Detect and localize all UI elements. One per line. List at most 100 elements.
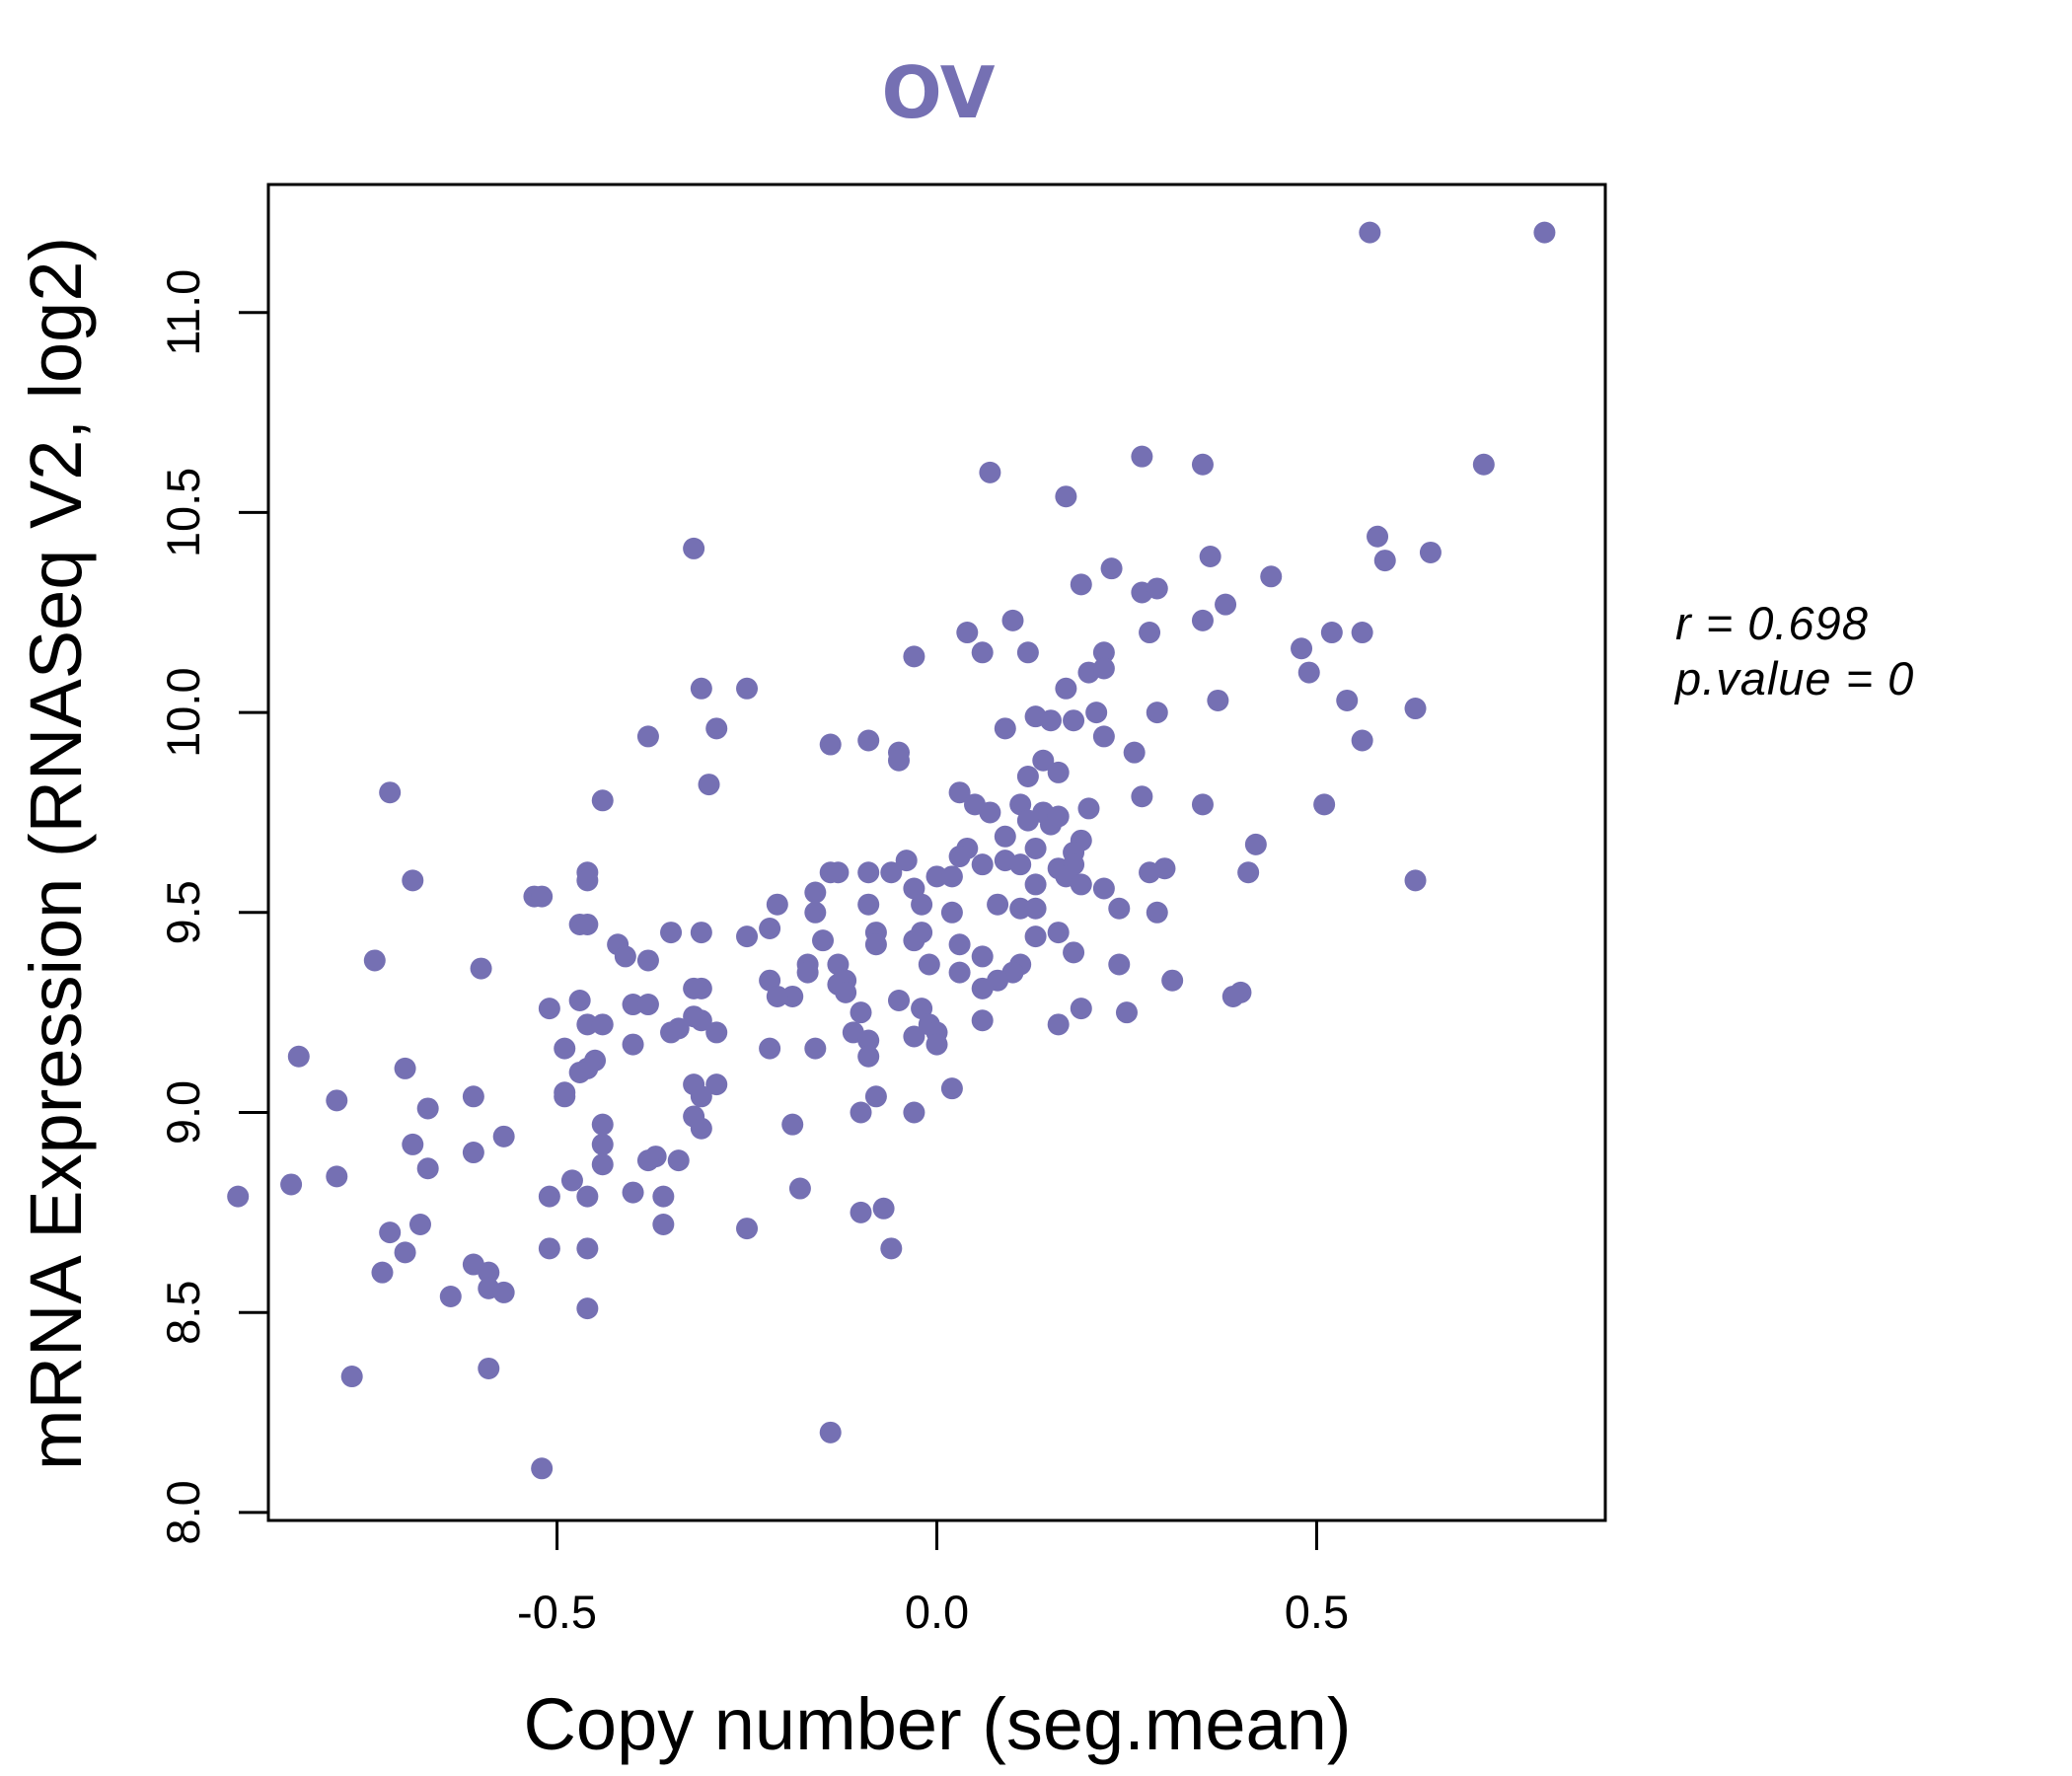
data-point [1092, 641, 1115, 664]
data-point [394, 1241, 416, 1264]
x-tick-label: -0.5 [517, 1586, 597, 1638]
data-point [538, 998, 560, 1020]
data-point [987, 893, 1009, 916]
data-point [819, 1421, 842, 1443]
data-point [1024, 873, 1047, 896]
x-axis-label: Copy number (seg.mean) [523, 1683, 1351, 1765]
y-axis-label: mRNA Expression (RNASeq V2, log2) [15, 237, 97, 1470]
correlation-label: r = 0.698 [1675, 597, 1869, 649]
data-point [576, 1013, 599, 1036]
data-point [766, 985, 788, 1007]
plot-frame [266, 183, 1607, 1522]
data-point [880, 861, 903, 884]
data-point [903, 1101, 925, 1124]
data-point [1139, 861, 1161, 884]
data-point [538, 1237, 560, 1260]
data-point [948, 846, 971, 868]
data-point [1092, 725, 1115, 748]
data-point [880, 1237, 903, 1260]
data-point [759, 918, 781, 940]
data-point [971, 977, 994, 999]
y-tick-label: 9.0 [157, 1080, 209, 1145]
data-points [227, 221, 1556, 1480]
data-point [857, 893, 880, 916]
data-point [903, 929, 925, 952]
data-point [736, 925, 759, 948]
data-point [827, 861, 850, 884]
data-point [1063, 709, 1085, 732]
data-point [1336, 689, 1359, 711]
data-point [636, 994, 659, 1016]
data-point [576, 1297, 599, 1320]
data-point [683, 977, 705, 999]
data-point [287, 1045, 310, 1068]
data-point [925, 865, 948, 888]
data-point [1092, 877, 1115, 900]
data-point [948, 933, 971, 956]
data-point [705, 717, 728, 740]
data-point [781, 1113, 804, 1136]
data-point [576, 1237, 599, 1260]
data-point [1367, 525, 1389, 548]
data-point [379, 1221, 402, 1244]
data-point [705, 1073, 728, 1096]
data-point [576, 1185, 599, 1208]
data-point [857, 729, 880, 752]
data-point [402, 1133, 424, 1155]
data-point [1024, 897, 1047, 920]
data-point [1221, 985, 1244, 1007]
data-point [1047, 1013, 1070, 1036]
data-point [652, 1214, 675, 1236]
data-point [568, 989, 591, 1011]
data-point [1077, 797, 1100, 820]
data-point [394, 1057, 416, 1079]
y-tick-label: 8.0 [157, 1480, 209, 1544]
data-point [1320, 622, 1343, 644]
data-point [971, 1009, 994, 1032]
data-point [554, 1037, 576, 1060]
data-point [1123, 741, 1146, 764]
data-point [948, 781, 971, 804]
data-point [636, 949, 659, 972]
data-point [667, 1149, 690, 1172]
data-point [948, 961, 971, 984]
data-point [554, 1085, 576, 1108]
data-point [1070, 998, 1092, 1020]
data-point [538, 1185, 560, 1208]
data-point [979, 461, 1001, 483]
data-point [1191, 609, 1214, 631]
data-point [1291, 637, 1313, 660]
x-axis: -0.5 0.0 0.5 [517, 1518, 1349, 1638]
data-point [591, 1133, 614, 1155]
x-tick-label: 0.5 [1285, 1586, 1349, 1638]
data-point [462, 1142, 484, 1164]
data-point [804, 901, 827, 924]
data-point [979, 801, 1001, 824]
data-point [1131, 445, 1153, 468]
data-point [531, 885, 554, 908]
data-point [1207, 689, 1229, 711]
data-point [690, 677, 712, 700]
data-point [850, 1101, 872, 1124]
data-point [812, 929, 835, 952]
data-point [698, 774, 720, 796]
data-point [379, 781, 402, 804]
data-point [1131, 785, 1153, 808]
data-point [918, 953, 940, 976]
data-point [1533, 221, 1556, 244]
data-point [895, 850, 918, 872]
data-point [736, 1218, 759, 1240]
data-point [971, 945, 994, 968]
data-point [576, 869, 599, 892]
data-point [416, 1157, 439, 1180]
data-point [1092, 657, 1115, 680]
data-point [1032, 749, 1055, 772]
y-tick-label: 10.5 [157, 468, 209, 557]
data-point [994, 825, 1016, 848]
data-point [660, 1021, 683, 1044]
data-point [622, 994, 644, 1016]
p-value-label: p.value = 0 [1673, 652, 1914, 704]
data-point [903, 1025, 925, 1048]
data-point [683, 537, 705, 559]
